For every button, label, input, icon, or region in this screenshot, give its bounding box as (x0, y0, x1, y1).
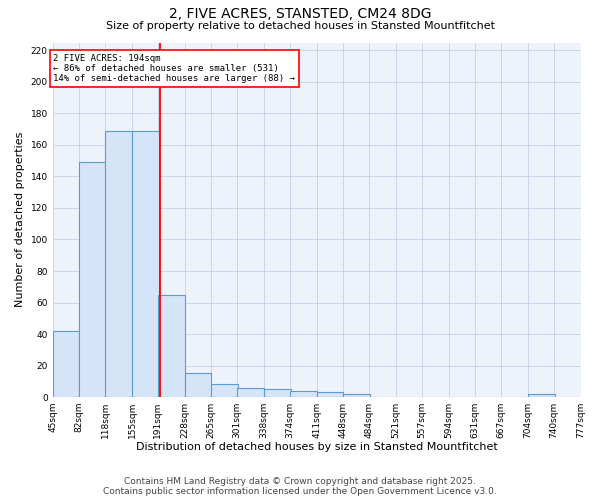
Bar (237, 388, 264, 397)
X-axis label: Distribution of detached houses by size in Stansted Mountfitchet: Distribution of detached houses by size … (136, 442, 497, 452)
Bar (290, 391, 317, 397)
Y-axis label: Number of detached properties: Number of detached properties (15, 132, 25, 308)
Bar (211, 384, 238, 397)
Bar (343, 394, 370, 397)
Bar (79, 162, 106, 397)
Bar (528, 394, 554, 397)
Text: Contains HM Land Registry data © Crown copyright and database right 2025.
Contai: Contains HM Land Registry data © Crown c… (103, 476, 497, 496)
Text: Size of property relative to detached houses in Stansted Mountfitchet: Size of property relative to detached ho… (106, 21, 494, 31)
Bar (53, 331, 79, 397)
Bar (317, 392, 343, 397)
Bar (106, 131, 132, 397)
Bar (185, 374, 211, 397)
Text: 2 FIVE ACRES: 194sqm
← 86% of detached houses are smaller (531)
14% of semi-deta: 2 FIVE ACRES: 194sqm ← 86% of detached h… (53, 54, 295, 84)
Bar (132, 131, 158, 397)
Bar (264, 389, 290, 397)
Text: 2, FIVE ACRES, STANSTED, CM24 8DG: 2, FIVE ACRES, STANSTED, CM24 8DG (169, 8, 431, 22)
Bar (158, 294, 185, 397)
